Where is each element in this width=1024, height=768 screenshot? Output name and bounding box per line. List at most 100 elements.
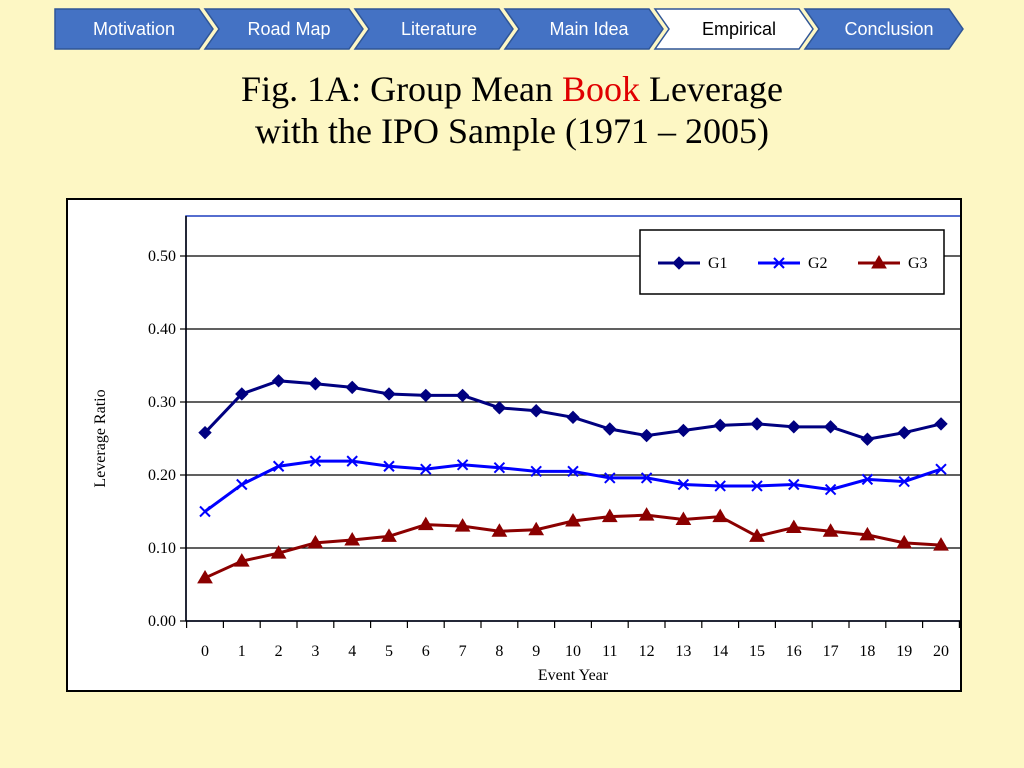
legend-item-g3: G3 bbox=[858, 255, 928, 272]
x-tick-label: 5 bbox=[385, 643, 393, 660]
data-point-diamond bbox=[198, 425, 212, 440]
x-tick-label: 18 bbox=[859, 643, 875, 660]
data-point-triangle bbox=[381, 528, 397, 542]
data-point-diamond bbox=[419, 388, 433, 403]
x-tick-label: 16 bbox=[786, 643, 802, 660]
x-tick-label: 3 bbox=[311, 643, 319, 660]
data-point-diamond bbox=[345, 380, 359, 395]
data-point-diamond bbox=[271, 374, 286, 388]
data-point-diamond bbox=[455, 388, 470, 403]
data-point-x bbox=[530, 465, 542, 478]
x-tick-label: 11 bbox=[602, 643, 617, 660]
data-point-triangle bbox=[491, 523, 508, 537]
nav-tab-shape bbox=[803, 8, 964, 50]
data-point-triangle bbox=[307, 534, 324, 549]
data-point-x bbox=[199, 505, 211, 518]
nav-tab-label: Literature bbox=[401, 19, 477, 39]
x-axis-title: Event Year bbox=[538, 667, 609, 684]
data-point-diamond bbox=[897, 425, 911, 440]
data-point-x bbox=[456, 459, 469, 471]
title-line1-pre: Fig. 1A: Group Mean bbox=[241, 69, 563, 109]
data-point-x bbox=[420, 463, 432, 475]
x-tick-label: 19 bbox=[896, 643, 912, 660]
series-g2 bbox=[199, 455, 947, 518]
data-point-x bbox=[346, 455, 358, 467]
slide-title: Fig. 1A: Group Mean Book Leverage with t… bbox=[0, 68, 1024, 152]
data-point-x bbox=[604, 472, 616, 484]
data-point-triangle bbox=[871, 255, 887, 269]
nav-tab-motivation[interactable]: Motivation bbox=[54, 8, 214, 50]
chart-frame: 0.00 0.10 0.20 0.30 0.40 0.50 0 1 2 3 4 5 6 7 8 9 10 11 12… bbox=[66, 198, 962, 692]
data-point-x bbox=[861, 473, 874, 486]
data-point-x bbox=[824, 483, 837, 496]
data-point-triangle bbox=[417, 516, 434, 531]
title-line-1: Fig. 1A: Group Mean Book Leverage bbox=[0, 68, 1024, 110]
data-point-diamond bbox=[713, 418, 727, 433]
data-point-x bbox=[773, 257, 785, 269]
chart-legend: G1 G2 G3 bbox=[639, 229, 945, 295]
x-tick-label: 8 bbox=[495, 643, 503, 660]
data-point-triangle bbox=[638, 507, 655, 521]
data-point-triangle bbox=[528, 521, 545, 536]
data-point-x bbox=[677, 478, 690, 491]
data-point-x bbox=[751, 480, 763, 492]
x-tick-label: 10 bbox=[565, 643, 581, 660]
data-point-x bbox=[383, 460, 395, 472]
data-point-triangle bbox=[712, 508, 729, 523]
legend-label: G3 bbox=[908, 255, 928, 272]
nav-tab-road-map[interactable]: Road Map bbox=[203, 8, 364, 50]
x-tick-label: 13 bbox=[675, 643, 691, 660]
data-point-diamond bbox=[308, 377, 323, 391]
y-tick-label: 0.50 bbox=[148, 248, 176, 265]
y-tick-label: 0.20 bbox=[148, 467, 176, 484]
x-tick-label: 17 bbox=[823, 643, 839, 660]
nav-tab-main-idea[interactable]: Main Idea bbox=[503, 8, 664, 50]
nav-tab-shape bbox=[54, 8, 214, 50]
nav-tab-empirical[interactable]: Empirical bbox=[653, 8, 814, 50]
nav-tab-shape bbox=[503, 8, 664, 50]
data-point-diamond bbox=[492, 401, 507, 415]
data-point-x bbox=[714, 480, 726, 492]
x-tick-label: 0 bbox=[201, 643, 209, 660]
x-tick-label: 4 bbox=[348, 643, 356, 660]
series-g3 bbox=[197, 507, 949, 584]
data-point-triangle bbox=[933, 537, 949, 551]
nav-tab-literature[interactable]: Literature bbox=[353, 8, 514, 50]
data-point-x bbox=[493, 461, 506, 474]
data-point-triangle bbox=[601, 508, 618, 523]
series-g1 bbox=[198, 374, 948, 446]
data-point-diamond bbox=[235, 387, 249, 401]
legend-label: G2 bbox=[808, 255, 828, 272]
legend-item-g2: G2 bbox=[758, 255, 828, 272]
x-tick-label: 14 bbox=[712, 643, 728, 660]
legend-item-g1: G1 bbox=[658, 255, 728, 272]
line-chart: 0.000.100.200.300.400.500 1 2 3 4 5 6 7 8 9 10 11 12… bbox=[92, 215, 960, 684]
data-point-triangle bbox=[822, 523, 839, 537]
data-point-x bbox=[236, 478, 248, 491]
nav-tab-conclusion[interactable]: Conclusion bbox=[803, 8, 964, 50]
data-point-triangle bbox=[233, 553, 250, 567]
data-point-x bbox=[309, 455, 322, 467]
y-tick-label: 0.10 bbox=[148, 540, 176, 557]
nav-tab-label: Conclusion bbox=[844, 19, 933, 39]
y-tick-label: 0.30 bbox=[148, 394, 176, 411]
nav-tab-label: Main Idea bbox=[549, 19, 629, 39]
nav-tabs: Motivation Road Map Literature Main Idea Emp… bbox=[54, 8, 964, 50]
x-tick-label: 12 bbox=[639, 643, 655, 660]
data-point-triangle bbox=[197, 569, 213, 584]
data-point-triangle bbox=[270, 545, 287, 559]
data-point-x bbox=[935, 463, 947, 475]
data-point-diamond bbox=[382, 387, 396, 401]
data-point-triangle bbox=[785, 519, 802, 534]
data-point-triangle bbox=[344, 531, 361, 546]
x-tick-label: 15 bbox=[749, 643, 765, 660]
data-point-diamond bbox=[672, 256, 686, 270]
title-line1-post: Leverage bbox=[640, 69, 783, 109]
nav-tab-shape bbox=[653, 8, 814, 50]
data-point-triangle bbox=[749, 528, 765, 542]
data-point-x bbox=[567, 465, 579, 478]
data-point-triangle bbox=[454, 518, 471, 532]
x-tick-label: 20 bbox=[933, 643, 949, 660]
data-point-diamond bbox=[603, 422, 617, 436]
x-tick-label: 7 bbox=[459, 643, 467, 660]
